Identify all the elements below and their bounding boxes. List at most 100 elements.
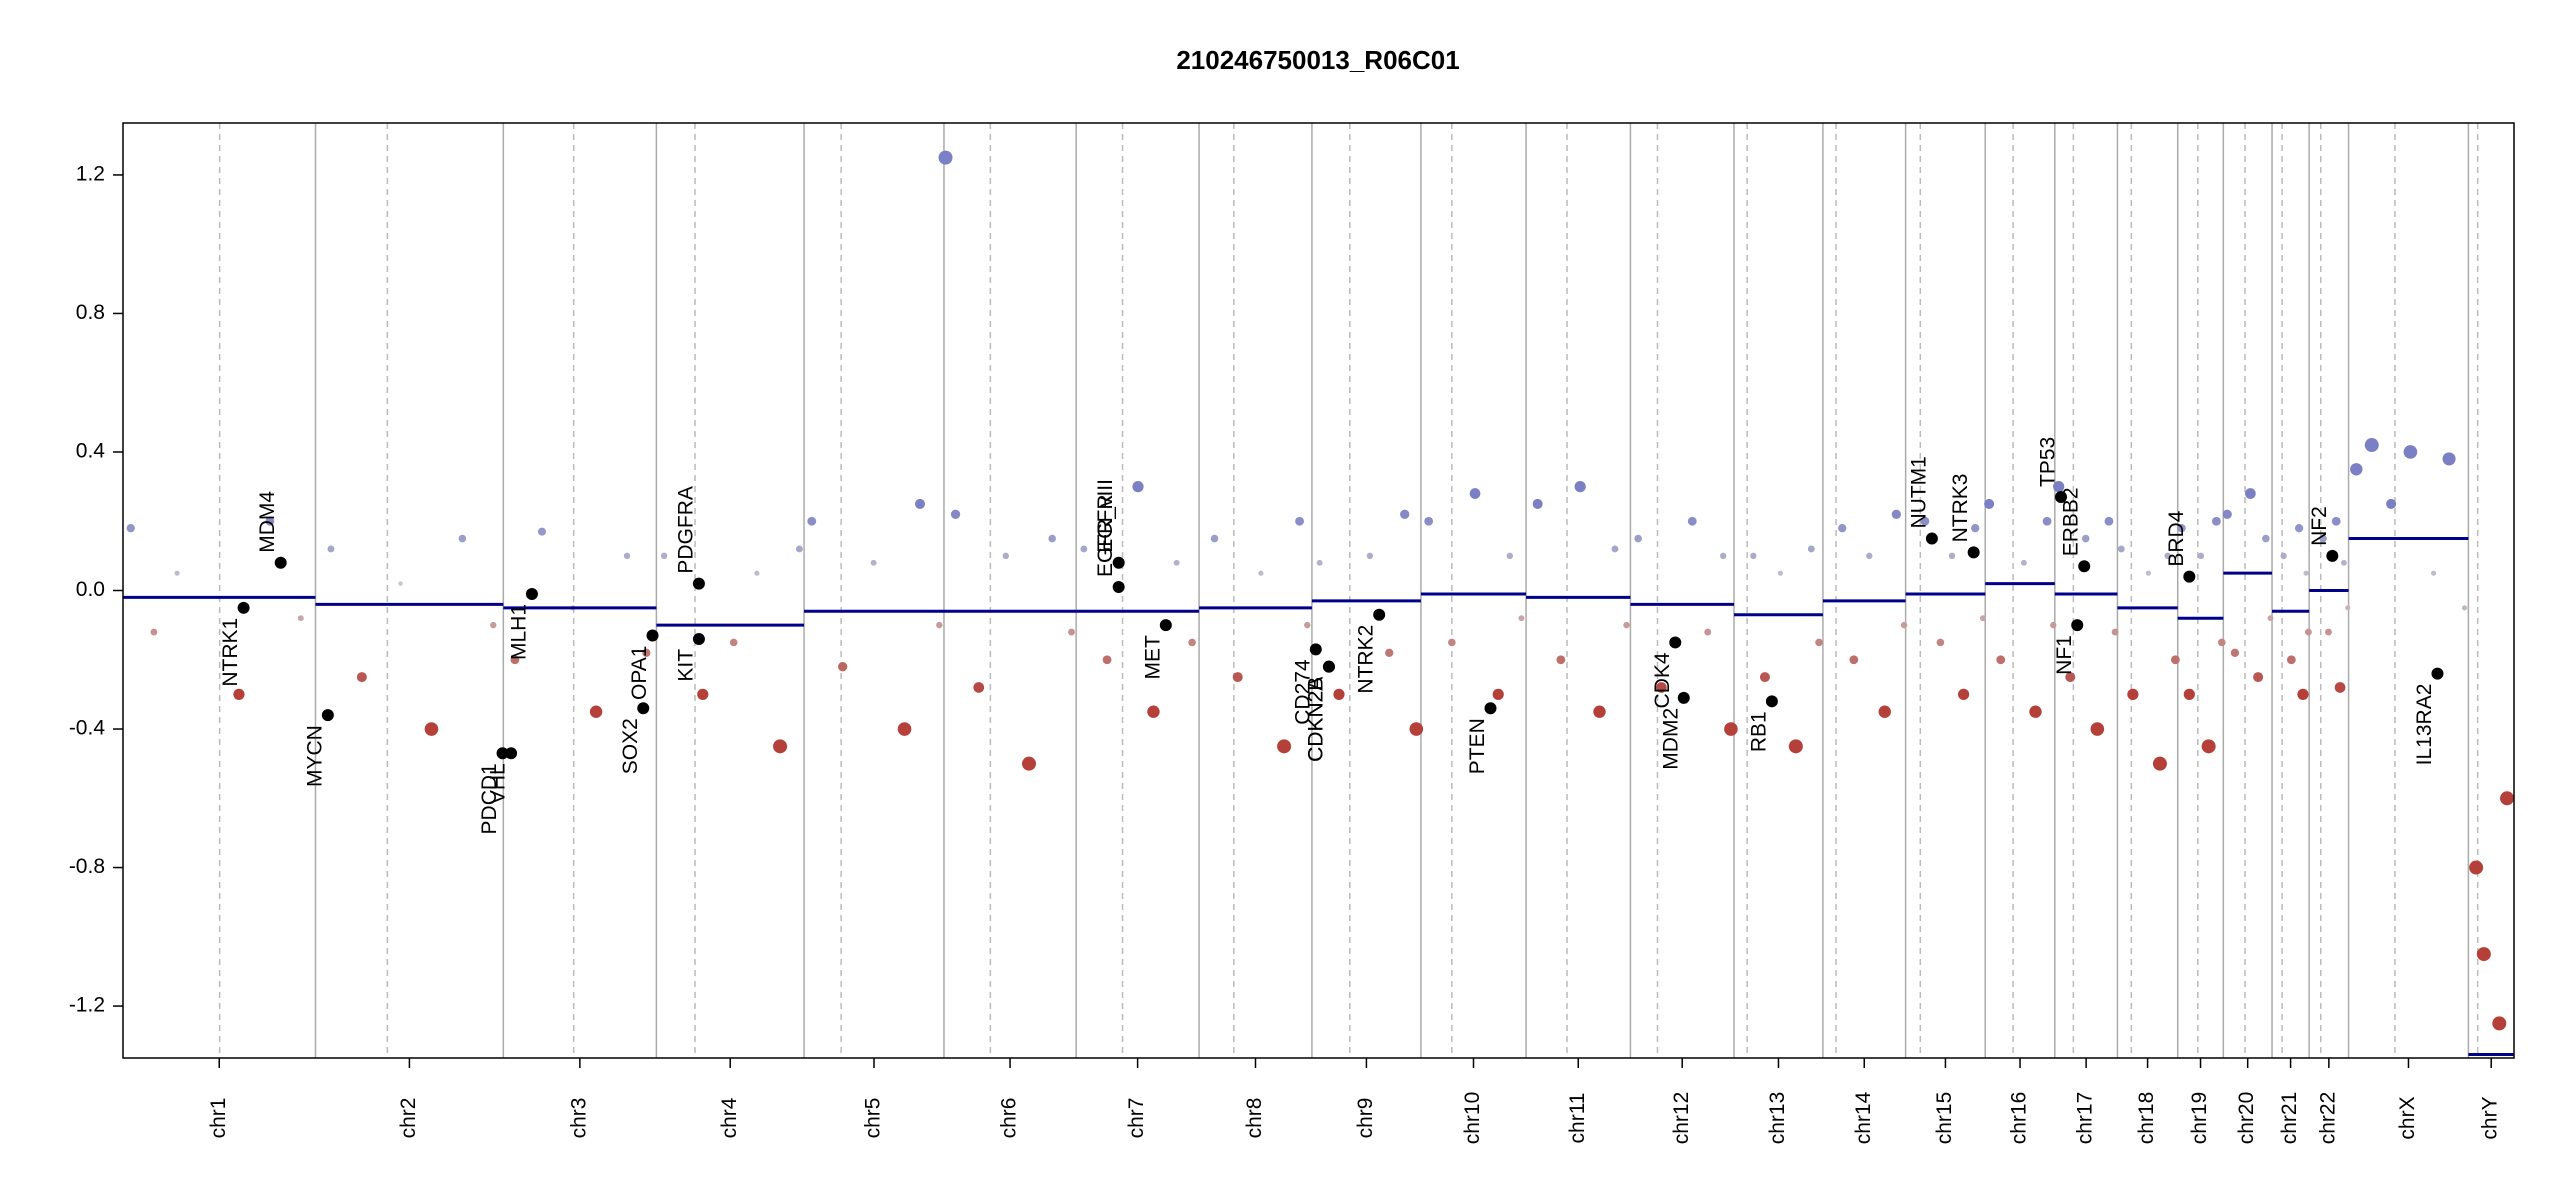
probe-point: [870, 559, 877, 566]
probe-point: [1173, 559, 1180, 566]
probe-point: [327, 545, 335, 553]
gene-label: EGFR_vIII: [1094, 479, 1117, 577]
probe-point: [265, 516, 275, 526]
probe-point: [2164, 552, 2171, 560]
probe-point: [1424, 516, 1434, 526]
gene-point: [237, 601, 250, 614]
chromosome-label: chr15: [1933, 1092, 1956, 1145]
probe-point: [1634, 534, 1642, 543]
gene-point: [1159, 619, 1172, 632]
chromosome-label: chr6: [998, 1098, 1021, 1139]
probe-point: [773, 739, 788, 754]
probe-point: [1277, 739, 1292, 754]
gene-point: [1967, 546, 1980, 559]
probe-point: [1611, 545, 1619, 553]
probe-points: [126, 150, 2515, 1031]
gene-point: [2055, 491, 2068, 503]
probe-point: [589, 705, 603, 718]
probe-point: [1210, 534, 1219, 543]
y-tick-label: -1.2: [69, 994, 105, 1017]
probe-point: [1750, 552, 1757, 560]
probe-point: [2117, 545, 2125, 553]
chromosome-label: chr11: [1566, 1093, 1589, 1144]
y-tick-label: 0.8: [76, 301, 105, 324]
chromosome-label: chr12: [1670, 1092, 1693, 1145]
chromosome-label: chr20: [2235, 1092, 2258, 1145]
probe-point: [1866, 552, 1873, 560]
chromosome-label: chrY: [2479, 1096, 2502, 1139]
chromosome-label: chr8: [1243, 1098, 1266, 1139]
probe-point: [398, 581, 403, 586]
probe-point: [1448, 638, 1456, 647]
probe-point: [2053, 481, 2065, 493]
y-tick-label: -0.8: [69, 855, 105, 878]
probe-point: [2230, 648, 2240, 657]
chromosome-label: chr19: [2188, 1092, 2211, 1145]
chromosome-lines: [218, 123, 2479, 1058]
probe-point: [2065, 672, 2076, 683]
gene-point: [525, 587, 538, 600]
gene-label: CDKN2B: [1304, 677, 1327, 762]
gene-point: [505, 747, 518, 760]
chromosome-label: chr5: [862, 1098, 885, 1139]
chromosome-label: chr17: [2074, 1092, 2097, 1145]
probe-point: [973, 682, 985, 693]
probe-point: [1759, 672, 1770, 683]
probe-point: [2029, 705, 2042, 718]
probe-point: [2364, 438, 2379, 453]
gene-label: NTRK3: [1949, 474, 1972, 543]
gene-point: [1925, 532, 1938, 545]
probe-point: [2020, 559, 2027, 566]
gene-label: TP53: [2037, 437, 2060, 487]
probe-point: [1316, 559, 1323, 566]
probe-point: [795, 545, 803, 553]
probe-point: [660, 552, 668, 560]
chromosome-label: chr14: [1852, 1091, 1875, 1144]
probe-point: [1366, 552, 1374, 560]
probe-point: [1532, 498, 1543, 509]
probe-point: [1002, 552, 1010, 560]
probe-point: [2201, 739, 2216, 754]
gene-point: [637, 702, 650, 715]
gene-label: MLH1: [507, 604, 530, 660]
probe-point: [2217, 638, 2226, 647]
gene-point: [1309, 643, 1322, 656]
gene-label: MDM2: [1659, 708, 1682, 770]
probe-point: [2325, 628, 2332, 636]
probe-point: [1815, 638, 1823, 647]
probe-point: [1304, 621, 1311, 629]
probe-point: [1984, 498, 1995, 509]
probe-point: [1807, 545, 1815, 553]
gene-point: [274, 556, 287, 569]
probe-point: [2492, 1016, 2507, 1031]
probe-point: [2245, 488, 2256, 499]
probe-point: [2431, 570, 2437, 576]
probe-point: [2127, 688, 2139, 700]
chromosome-label: chr1: [207, 1098, 230, 1139]
probe-point: [2042, 516, 2052, 526]
probe-point: [2350, 463, 2363, 476]
probe-point: [936, 621, 943, 629]
y-tick-label: -0.4: [69, 717, 106, 740]
gene-label: EGFR: [1094, 494, 1117, 552]
probe-point: [1518, 615, 1525, 622]
gene-label: SOX2: [619, 718, 642, 774]
gene-point: [1677, 691, 1690, 704]
gene-point: [2431, 667, 2444, 680]
probe-point: [1080, 545, 1088, 553]
probe-point: [807, 516, 817, 526]
probe-point: [2111, 628, 2119, 636]
gene-label: MYCN: [303, 725, 326, 787]
probe-point: [537, 527, 547, 536]
gene-point: [1373, 608, 1386, 621]
chromosome-label: chr18: [2135, 1092, 2158, 1145]
gene-point: [496, 747, 509, 760]
probe-point: [1048, 534, 1056, 543]
probe-point: [2253, 672, 2264, 683]
probe-point: [174, 570, 180, 576]
probe-point: [1385, 648, 1394, 657]
probe-point: [1788, 739, 1803, 754]
probe-point: [2145, 570, 2151, 576]
probe-point: [150, 628, 158, 636]
